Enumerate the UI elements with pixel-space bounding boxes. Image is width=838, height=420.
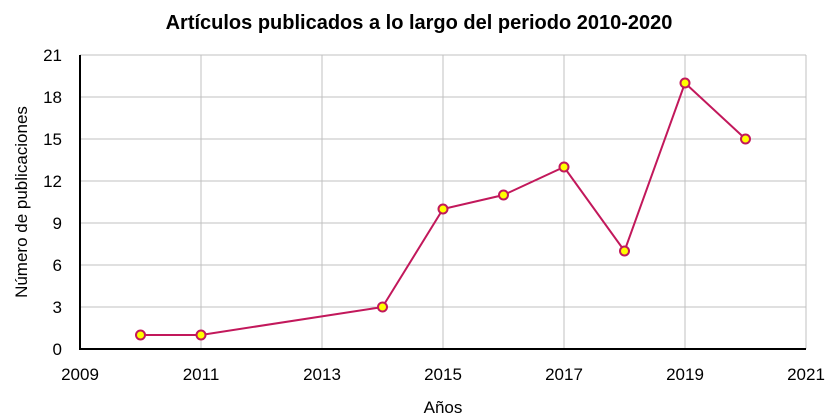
y-tick-label: 12 [43, 172, 62, 191]
y-tick-label: 21 [43, 46, 62, 65]
gridlines [80, 54, 807, 349]
data-series [135, 77, 751, 341]
data-point-marker [498, 189, 509, 201]
data-point-marker [135, 329, 146, 341]
data-point-marker [195, 329, 207, 341]
x-tick-label: 2011 [183, 365, 220, 384]
x-tick-label: 2021 [787, 365, 825, 384]
data-point-marker [558, 161, 570, 173]
y-tick-label: 0 [53, 340, 62, 359]
data-point-marker [619, 245, 630, 257]
y-tick-label: 6 [53, 256, 62, 275]
x-axis-ticks: 2009 2011 2013 2015 2017 2019 2021 [61, 365, 825, 384]
x-tick-label: 2019 [666, 365, 704, 384]
x-tick-label: 2009 [61, 365, 99, 384]
data-point-marker [740, 133, 751, 145]
data-point-marker [437, 203, 449, 215]
data-point-marker [377, 301, 388, 313]
y-tick-label: 15 [43, 130, 62, 149]
y-tick-label: 9 [53, 214, 62, 233]
y-axis-ticks: 0 3 6 9 12 15 18 21 [43, 46, 62, 359]
y-tick-label: 3 [53, 298, 62, 317]
axes [79, 55, 806, 350]
chart-title: Artículos publicados a lo largo del peri… [165, 12, 673, 34]
x-tick-label: 2017 [545, 365, 583, 384]
x-axis-label: Años [423, 398, 463, 417]
y-tick-label: 18 [43, 88, 62, 107]
data-point-marker [679, 77, 691, 89]
x-tick-label: 2015 [424, 365, 462, 384]
x-tick-label: 2013 [303, 365, 341, 384]
